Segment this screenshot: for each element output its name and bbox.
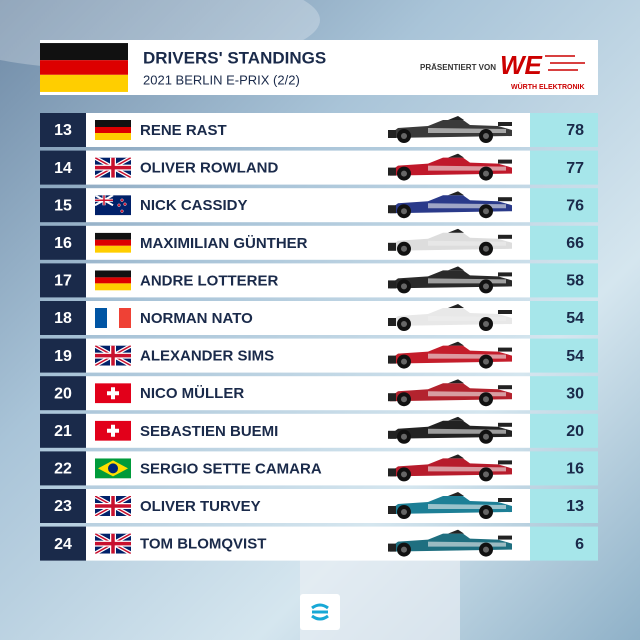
driver-name: NICO MÜLLER [140, 385, 244, 402]
position: 24 [54, 536, 72, 553]
position-cell [40, 413, 86, 448]
flag [95, 458, 131, 479]
points: 54 [566, 348, 584, 365]
flag [95, 120, 131, 140]
position-cell [40, 338, 86, 373]
points-cell [530, 113, 598, 147]
points: 30 [566, 385, 584, 402]
points: 77 [566, 160, 584, 177]
points-cell [530, 338, 598, 373]
driver-name: OLIVER TURVEY [140, 498, 261, 515]
sponsor-name: WÜRTH ELEKTRONIK [511, 82, 585, 91]
points: 16 [566, 461, 584, 478]
driver-name: ANDRE LOTTERER [140, 272, 279, 289]
flag [95, 195, 131, 216]
flag [95, 420, 131, 441]
points: 20 [566, 423, 584, 440]
position-cell [40, 489, 86, 523]
points-cell [530, 376, 598, 411]
position-cell [40, 113, 86, 147]
header-box [40, 40, 598, 95]
points: 54 [566, 310, 584, 327]
driver-name: ALEXANDER SIMS [140, 348, 274, 365]
logo-lines [545, 55, 585, 71]
position: 13 [54, 122, 72, 139]
position: 16 [54, 235, 72, 252]
driver-name: RENE RAST [140, 122, 227, 139]
position: 17 [54, 273, 72, 290]
subtitle: 2021 BERLIN E-PRIX (2/2) [143, 72, 300, 87]
header-flag [40, 43, 128, 92]
position: 23 [54, 498, 72, 515]
driver-name: SEBASTIEN BUEMI [140, 423, 278, 440]
flag [95, 308, 131, 328]
flag [95, 383, 131, 404]
position-cell [40, 188, 86, 223]
points: 6 [575, 536, 584, 553]
driver-name: MAXIMILIAN GÜNTHER [140, 235, 308, 252]
fe-logo [311, 603, 329, 621]
points: 13 [566, 498, 584, 515]
driver-name: NICK CASSIDY [140, 197, 248, 214]
position-cell [40, 150, 86, 185]
position: 19 [54, 348, 72, 365]
position: 20 [54, 385, 72, 402]
position-cell [40, 263, 86, 298]
points: 58 [566, 273, 584, 290]
flag [95, 496, 131, 516]
flag [95, 232, 131, 253]
points-cell [530, 263, 598, 298]
flag [95, 270, 131, 291]
position-cell [40, 301, 86, 335]
position-cell [40, 225, 86, 260]
points-cell [530, 489, 598, 523]
position: 18 [54, 310, 72, 327]
points-cell [530, 413, 598, 448]
points-cell [530, 150, 598, 185]
points-cell [530, 451, 598, 486]
driver-name: OLIVER ROWLAND [140, 160, 278, 177]
points-cell [530, 526, 598, 561]
points-cell [530, 188, 598, 223]
driver-name: SERGIO SETTE CAMARA [140, 460, 322, 477]
flag [95, 534, 131, 554]
points: 76 [566, 197, 584, 214]
title: DRIVERS' STANDINGS [143, 48, 326, 67]
sponsor-logo: WE [500, 50, 543, 80]
position: 15 [54, 197, 72, 214]
driver-name: TOM BLOMQVIST [140, 536, 266, 553]
position-cell [40, 526, 86, 561]
table: 13 RENE RAST 78 14 OLIVER ROWLAND 77 15 NICK CA… [40, 113, 598, 561]
points: 78 [566, 122, 584, 139]
position: 22 [54, 461, 72, 478]
flag [95, 158, 131, 178]
position: 14 [54, 160, 72, 177]
position: 21 [54, 423, 72, 440]
flag [95, 346, 131, 366]
points: 66 [566, 235, 584, 252]
driver-name: NORMAN NATO [140, 310, 253, 327]
points-cell [530, 225, 598, 260]
position-cell [40, 376, 86, 411]
points-cell [530, 301, 598, 335]
sponsor-intro: PRÄSENTIERT VON [420, 63, 496, 72]
position-cell [40, 451, 86, 486]
